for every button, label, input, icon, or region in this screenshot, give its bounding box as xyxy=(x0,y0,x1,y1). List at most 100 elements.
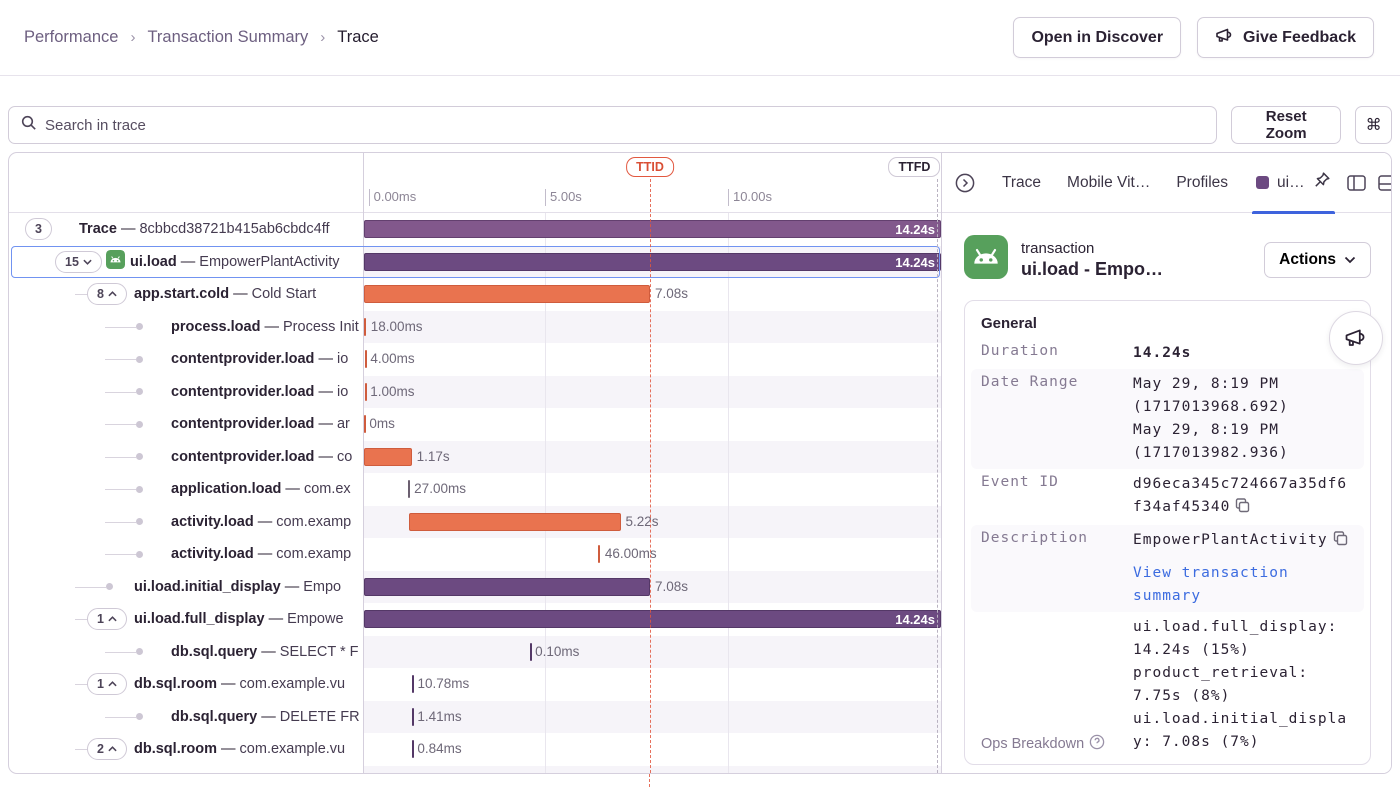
view-transaction-summary-link[interactable]: View transaction summary xyxy=(1133,565,1289,604)
span-row[interactable]: 3 Trace — 8cbbcd38721b415ab6cbdc4ff 14.24s xyxy=(9,213,941,246)
field-key: Duration xyxy=(981,343,1059,359)
span-children-toggle[interactable]: 15 xyxy=(55,250,102,273)
tab-trace[interactable]: Trace xyxy=(1002,173,1042,191)
floating-feedback-button[interactable] xyxy=(1329,311,1383,365)
android-icon xyxy=(106,249,125,274)
chevron-down-icon xyxy=(1344,256,1356,263)
trace-waterfall: 0.00ms 5.00s 10.00s TTID TTFD 3 Trace — 8cbbc… xyxy=(9,153,941,773)
span-waterfall-cell: 14.24s xyxy=(364,603,941,636)
dock-left-icon[interactable] xyxy=(1345,173,1368,193)
span-duration-label: 46.00ms xyxy=(604,546,657,561)
actions-button[interactable]: Actions xyxy=(1264,241,1371,278)
axis-gridline xyxy=(727,505,729,538)
field-value: ui.load.full_display: 14.24s (15%) produc… xyxy=(1133,619,1348,750)
search-box[interactable] xyxy=(8,106,1217,144)
field-value: May 29, 8:19 PM (1717013968.692) May 29, 8… xyxy=(1133,376,1289,461)
span-duration-bar[interactable] xyxy=(365,350,368,368)
span-waterfall-cell: 4.00ms xyxy=(364,343,941,376)
span-duration-bar[interactable] xyxy=(364,447,412,466)
span-waterfall-cell: 1.41ms xyxy=(364,700,941,733)
tab-ui-load-active[interactable]: ui… xyxy=(1252,153,1335,214)
span-duration-bar[interactable] xyxy=(412,707,415,726)
span-waterfall-cell: 0ms xyxy=(364,408,941,441)
span-row[interactable]: contentprovider.load — ar 0ms xyxy=(9,408,941,441)
dock-bottom-icon[interactable] xyxy=(1376,173,1391,193)
span-children-toggle[interactable]: 1 xyxy=(87,673,127,696)
span-duration-bar[interactable] xyxy=(364,317,367,336)
reset-zoom-button[interactable]: Reset Zoom xyxy=(1231,106,1342,144)
span-row[interactable]: contentprovider.load — co 1.17s xyxy=(9,440,941,473)
span-duration-bar[interactable] xyxy=(408,480,411,498)
span-duration-bar[interactable]: 14.24s xyxy=(364,610,941,628)
span-children-toggle[interactable]: 2 xyxy=(87,738,127,761)
span-row[interactable]: activity.load — com.examp 5.22s xyxy=(9,505,941,538)
span-connector-dot xyxy=(136,648,143,656)
span-children-toggle[interactable]: 8 xyxy=(87,283,127,306)
span-name: db.sql.query — INSERT OR xyxy=(171,766,358,774)
tab-mobile-vit-[interactable]: Mobile Vit… xyxy=(1067,173,1151,191)
tree-connector xyxy=(105,651,136,653)
axis-gridline xyxy=(727,765,729,773)
span-duration-label: 7.08s xyxy=(655,578,689,594)
span-waterfall-cell: 14.24s xyxy=(364,213,941,246)
span-duration-bar[interactable] xyxy=(364,577,651,596)
tree-connector xyxy=(105,391,136,393)
give-feedback-button[interactable]: Give Feedback xyxy=(1197,17,1374,58)
breadcrumb-item-performance[interactable]: Performance xyxy=(24,28,119,46)
span-waterfall-cell: 5.22s xyxy=(364,505,941,538)
span-duration-bar[interactable] xyxy=(364,285,651,303)
span-name: contentprovider.load — ar xyxy=(171,416,350,432)
span-name: ui.load.initial_display — Empo xyxy=(134,578,342,595)
span-duration-bar[interactable] xyxy=(409,512,621,531)
span-row[interactable]: 15 ui.load — EmpowerPlantActivity 14.24s xyxy=(9,245,941,278)
android-icon xyxy=(964,235,1008,284)
span-name: activity.load — com.examp xyxy=(171,546,352,562)
time-axis[interactable]: 0.00ms 5.00s 10.00s TTID TTFD xyxy=(364,153,941,213)
span-row[interactable]: 1 db.sql.room — com.example.vu 10.78ms xyxy=(9,668,941,701)
span-connector-dot xyxy=(136,388,143,396)
span-duration-bar[interactable]: 14.24s xyxy=(364,220,941,238)
span-tree-cell: db.sql.query — SELECT * F xyxy=(9,635,364,668)
span-duration-label: 1.17s xyxy=(416,448,450,464)
field-key: Ops Breakdown xyxy=(981,733,1133,754)
span-duration-bar[interactable]: 14.24s xyxy=(364,252,941,271)
span-row[interactable]: process.load — Process Init 18.00ms xyxy=(9,310,941,343)
span-row[interactable]: db.sql.query — INSERT OR 0.78ms xyxy=(9,765,941,774)
span-duration-bar[interactable] xyxy=(364,415,367,433)
span-children-toggle[interactable]: 3 xyxy=(25,218,52,241)
span-name: db.sql.room — com.example.vu xyxy=(134,741,346,757)
axis-gridline xyxy=(727,408,729,441)
copy-icon[interactable] xyxy=(1235,498,1250,521)
search-input[interactable] xyxy=(45,116,1204,134)
shortcut-keys-button[interactable]: ⌘ xyxy=(1355,106,1392,144)
span-duration-bar[interactable] xyxy=(412,772,415,773)
span-row[interactable]: db.sql.query — DELETE FR 1.41ms xyxy=(9,700,941,733)
pin-icon[interactable] xyxy=(1313,171,1331,194)
span-row[interactable]: 8 app.start.cold — Cold Start 7.08s xyxy=(9,278,941,311)
tab-profiles[interactable]: Profiles xyxy=(1176,173,1229,191)
span-row[interactable]: contentprovider.load — io 4.00ms xyxy=(9,343,941,376)
span-children-toggle[interactable]: 1 xyxy=(87,608,127,631)
span-duration-bar[interactable] xyxy=(598,545,601,563)
expand-panel-button[interactable] xyxy=(952,170,978,196)
axis-gridline xyxy=(545,375,546,408)
span-row[interactable]: db.sql.query — SELECT * F 0.10ms xyxy=(9,635,941,668)
span-duration-bar[interactable] xyxy=(530,642,532,661)
span-row[interactable]: 2 db.sql.room — com.example.vu 0.84ms xyxy=(9,733,941,766)
span-row[interactable]: contentprovider.load — io 1.00ms xyxy=(9,375,941,408)
span-connector-dot xyxy=(136,323,143,331)
help-icon[interactable] xyxy=(1089,734,1105,754)
span-row[interactable]: application.load — com.ex 27.00ms xyxy=(9,473,941,506)
span-duration-bar[interactable] xyxy=(412,740,415,758)
transaction-kind-label: transaction xyxy=(1021,239,1095,257)
span-duration-label: 7.08s xyxy=(655,286,689,301)
span-row[interactable]: ui.load.initial_display — Empo 7.08s xyxy=(9,570,941,603)
axis-gridline xyxy=(727,635,729,668)
breadcrumb-item-transaction-summary[interactable]: Transaction Summary xyxy=(147,28,309,46)
span-row[interactable]: 1 ui.load.full_display — Empowe 14.24s xyxy=(9,603,941,636)
span-duration-bar[interactable] xyxy=(365,382,368,401)
open-in-discover-button[interactable]: Open in Discover xyxy=(1013,17,1182,58)
span-row[interactable]: activity.load — com.examp 46.00ms xyxy=(9,538,941,571)
span-duration-bar[interactable] xyxy=(412,675,414,693)
copy-icon[interactable] xyxy=(1333,531,1348,554)
